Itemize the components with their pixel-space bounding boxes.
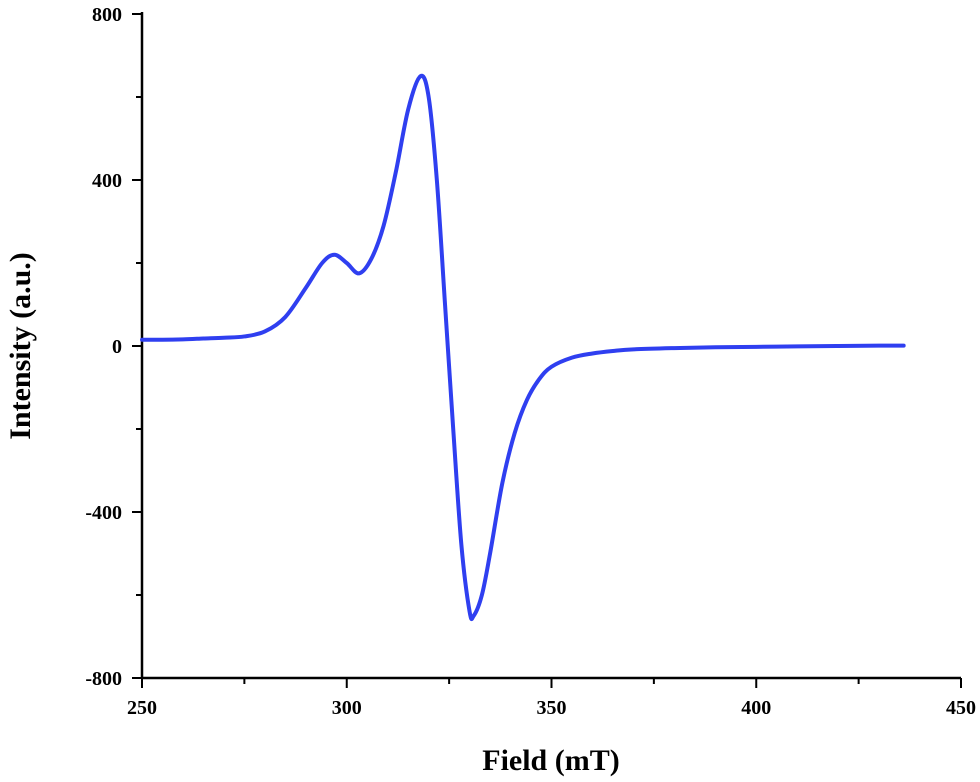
y-tick-label: 800: [92, 4, 122, 26]
x-axis-title: Field (mT): [482, 744, 619, 777]
y-tick-label: -800: [85, 668, 122, 690]
x-tick-label: 350: [537, 697, 567, 719]
series-line: [140, 73, 906, 622]
x-tick-label: 400: [741, 697, 771, 719]
tick-marks: [132, 13, 962, 688]
y-tick-label: -400: [85, 502, 122, 524]
x-tick-label: 300: [332, 697, 362, 719]
tick-labels: 250 300 350 400 450 -800 -400 0 400 800: [85, 4, 976, 719]
x-tick-label: 450: [946, 697, 976, 719]
x-tick-label: 250: [127, 697, 157, 719]
y-tick-label: 400: [92, 170, 122, 192]
y-tick-label: 0: [112, 336, 122, 358]
y-axis-title: Intensity (a.u.): [4, 252, 37, 440]
